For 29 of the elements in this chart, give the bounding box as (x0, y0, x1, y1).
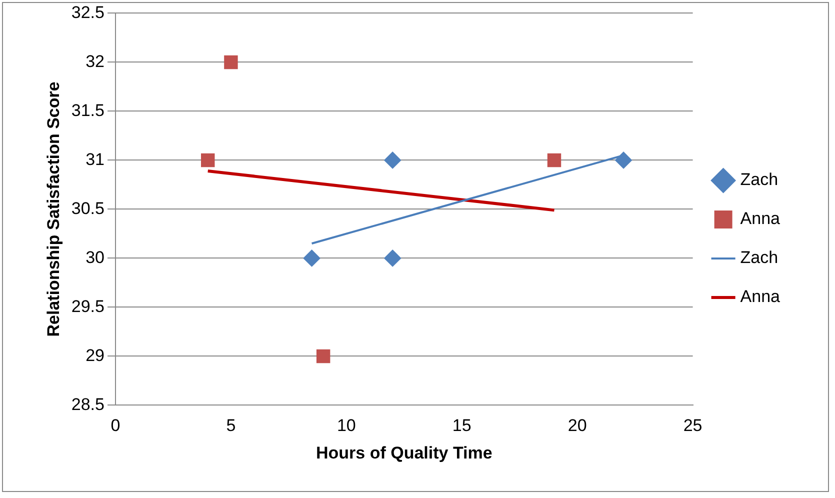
legend-label: Zach (740, 170, 778, 190)
point (316, 349, 330, 364)
x-tick-label: 20 (568, 416, 587, 436)
x-axis-title: Hours of Quality Time (316, 443, 492, 462)
point (384, 250, 402, 267)
x-tick-label: 25 (683, 416, 702, 436)
x-tick-label: 5 (226, 416, 236, 436)
y-tick-label: 29.5 (71, 296, 104, 316)
legend-label: Anna (740, 287, 781, 306)
y-tick-label: 32 (86, 52, 104, 71)
y-axis-title: Relationship Satisfaction Score (44, 82, 63, 337)
point (200, 153, 215, 168)
y-tick-label: 31.5 (71, 100, 104, 120)
y-tick-label: 30.5 (71, 198, 104, 218)
point (303, 250, 320, 267)
point (615, 152, 632, 169)
y-tick-label: 31 (86, 150, 104, 169)
y-tick-label: 30 (86, 248, 104, 267)
y-tick-label: 29 (86, 346, 104, 365)
legend-label: Zach (740, 248, 778, 268)
point (224, 55, 238, 70)
point (384, 152, 402, 169)
y-tick-label: 32.5 (71, 2, 104, 22)
x-tick-label: 10 (336, 416, 356, 436)
y-tick-label: 28.5 (71, 394, 104, 414)
point (547, 153, 562, 168)
x-tick-label: 15 (452, 416, 472, 436)
legend-label: Anna (740, 209, 781, 228)
x-tick-label: 0 (110, 416, 120, 436)
